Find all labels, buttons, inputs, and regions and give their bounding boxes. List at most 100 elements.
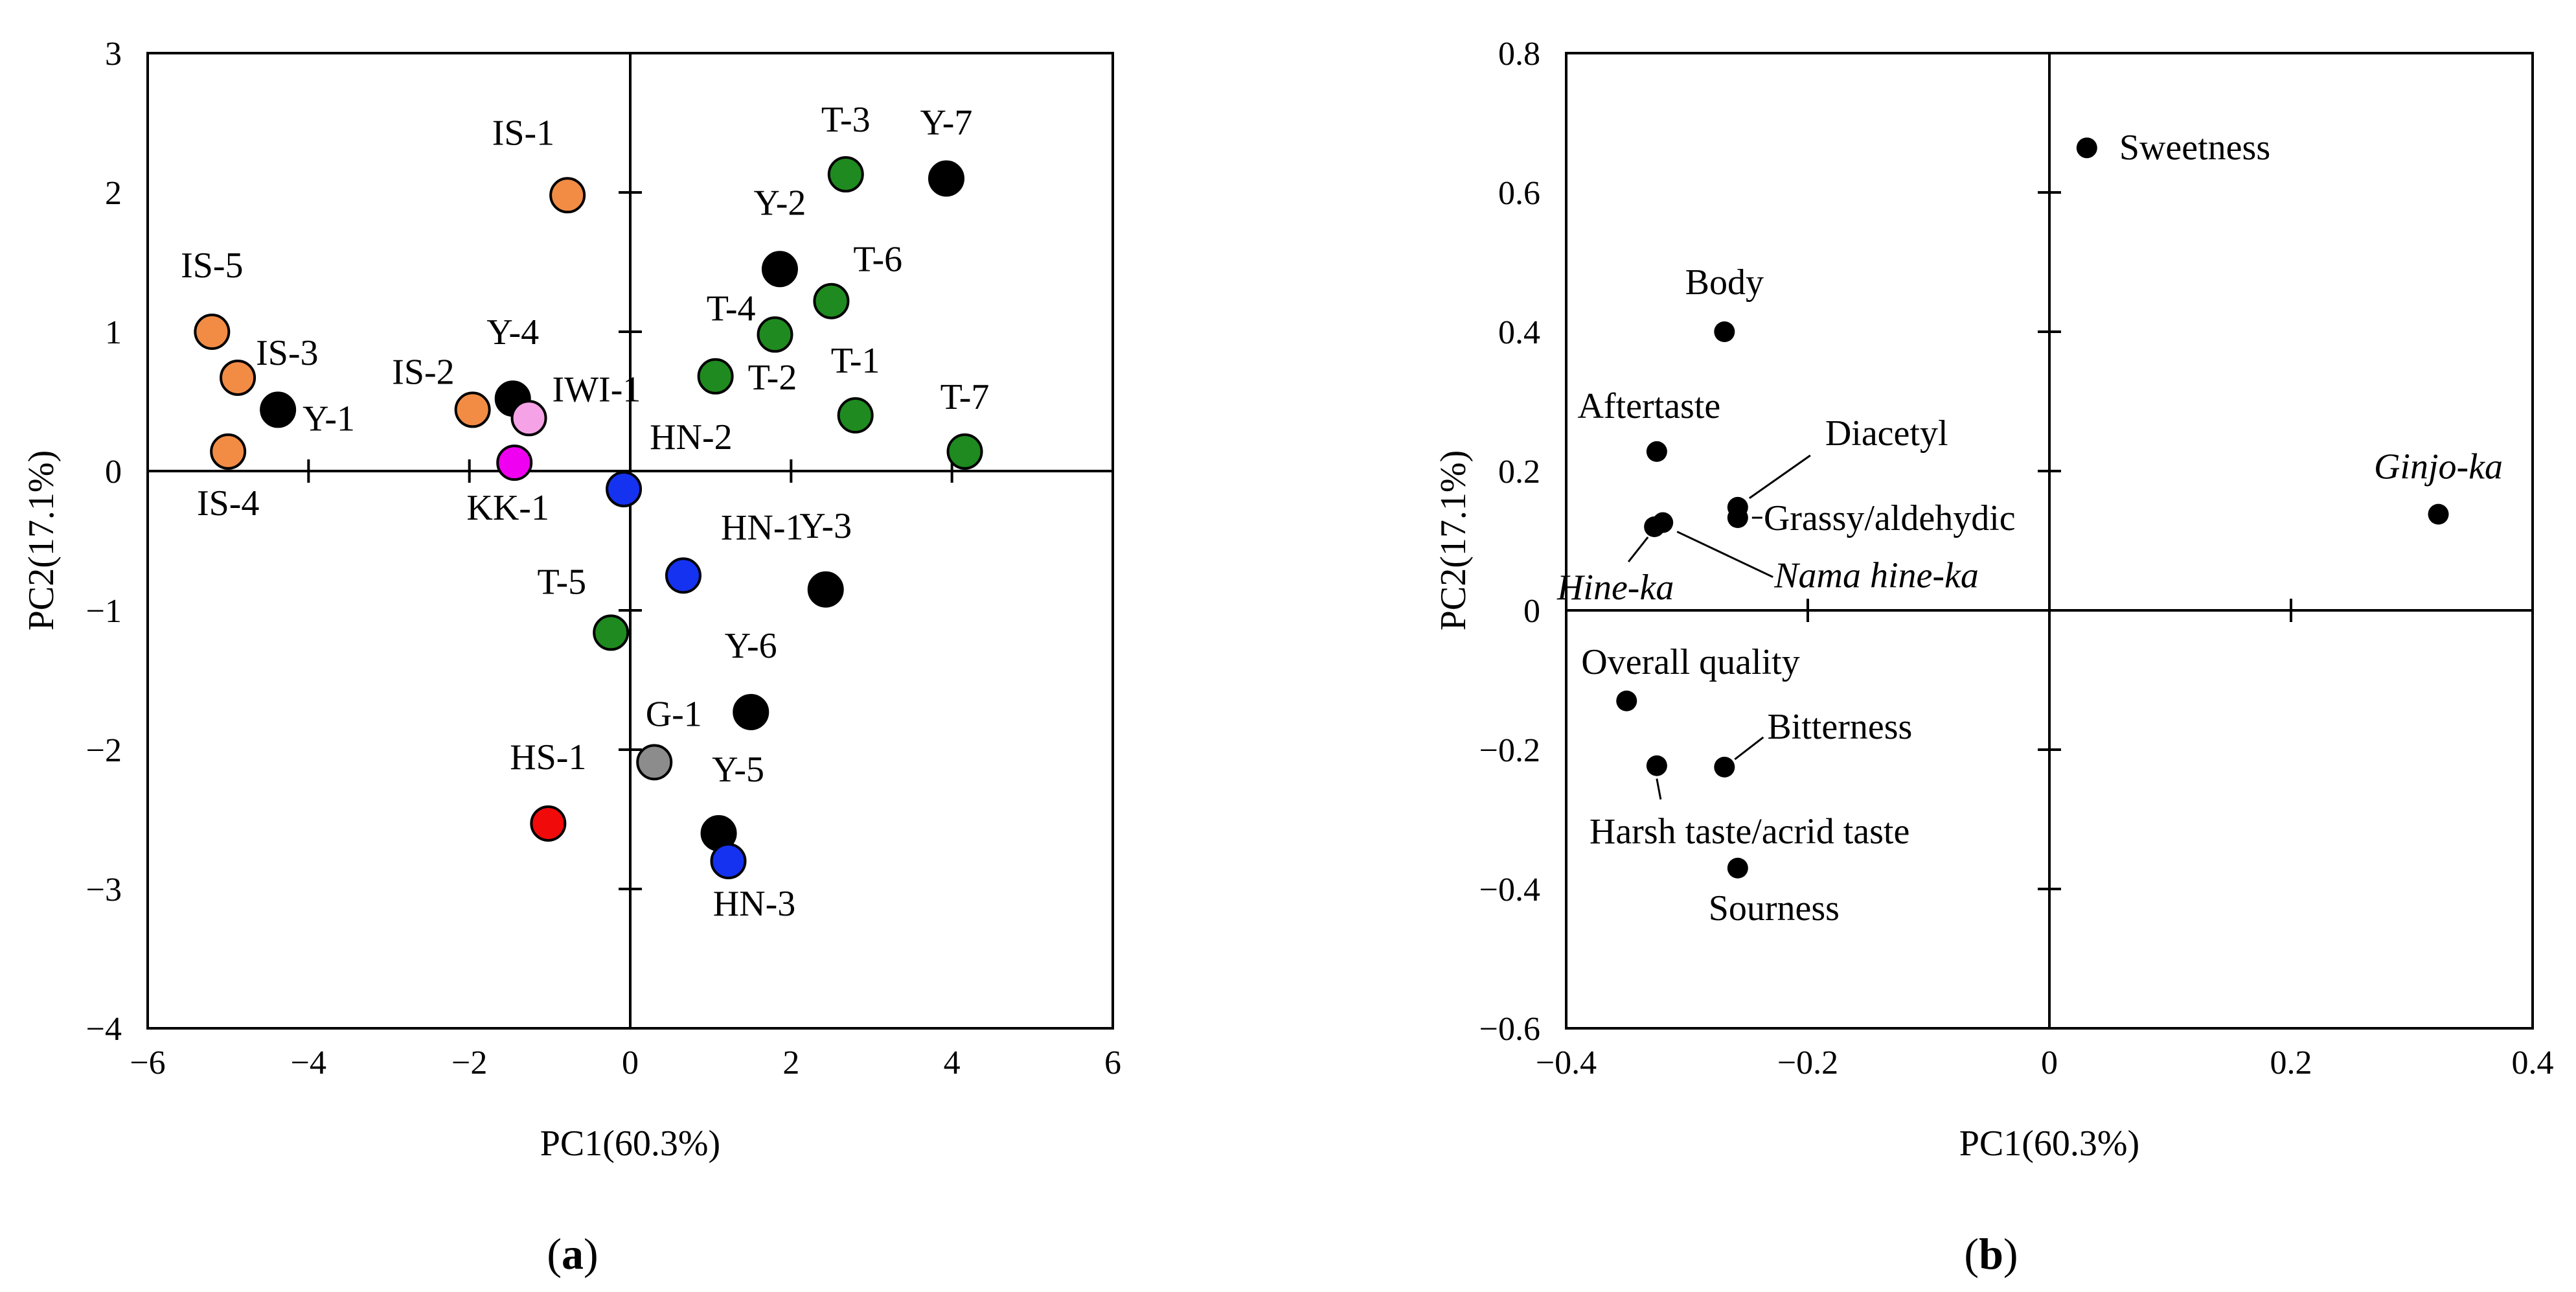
chart-a-label-is-1: IS-1 [492,113,554,153]
chart-a-point-labels: IS-1 IS-2 IS-3 IS-4 IS-5 Y-1 Y-2 Y-3 Y-4 Y-5 Y-6 Y-… [181,100,989,924]
chart-b-point-harsh-taste-acrid-taste [1646,755,1667,776]
chart-b-panel-letter: b [1979,1229,2003,1278]
chart-a-xtick-label: −6 [130,1044,165,1081]
chart-a-ytick-label: −4 [86,1011,122,1048]
chart-a-panel-letter: a [562,1229,584,1278]
chart-a-point-t-1 [837,397,874,433]
chart-a-ytick-label: −3 [86,871,122,908]
chart-b-point-aftertaste [1646,441,1667,462]
chart-a-point-hs-1 [530,805,567,842]
chart-a-point-g-1 [636,744,673,781]
chart-a-label-hn-2: HN-2 [650,417,733,457]
chart-b-ytick-label: 0.6 [1498,175,1540,212]
chart-b-label-overall-quality: Overall quality [1581,642,1799,682]
chart-b-point-labels: Sweetness Body Aftertaste Diacetyl Grassy/al… [1556,128,2503,929]
chart-b-leader-diacetyl [1748,454,1811,500]
chart-a-point-is-1 [549,177,586,214]
chart-a-label-t-2: T-2 [748,358,797,398]
chart-a-label-t-3: T-3 [821,100,871,140]
chart-b-ytick-label: 0 [1523,593,1540,630]
chart-a-label-iwi-1: IWI-1 [553,369,641,410]
chart-a-xtick-label: 2 [782,1044,799,1081]
chart-a-label-t-4: T-4 [707,288,756,329]
chart-b-point-nama-hine-ka [1652,512,1674,533]
chart-b-label-ginjo-ka: Ginjo-ka [2374,447,2503,487]
chart-a-point-y-7 [928,160,964,197]
chart-b-point-grassy-aldehydic [1727,507,1748,529]
chart-a-ytick-label: −2 [86,732,122,769]
chart-a-label-is-3: IS-3 [256,333,318,373]
chart-b-label-aftertaste: Aftertaste [1577,386,1720,426]
chart-b-axes [1566,53,2533,1028]
chart-b-ytick-label: −0.2 [1479,732,1540,769]
chart-a-point-y-6 [733,693,769,730]
chart-b-leader-nama-hine-ka [1676,531,1773,578]
chart-a-axes [148,53,1113,1028]
chart-a-label-y-1: Y-1 [302,398,355,439]
chart-a-ytick-label: 2 [105,175,122,212]
chart-a-label-y-3: Y-3 [799,506,852,546]
chart-a-xtick-label: 6 [1104,1044,1121,1081]
chart-a-ylabel: PC2(17.1%) [21,450,62,630]
chart-a-label-y-6: Y-6 [725,626,777,666]
chart-a-point-is-3 [220,359,256,396]
chart-a-label-t-5: T-5 [537,562,586,602]
chart-a-point-is-5 [194,314,231,350]
chart-b: −0.4 −0.2 0 0.2 0.4−0.6−0.4−0.200.20.40.60.8… [1433,36,2554,1278]
chart-a-panel-label: (a) [547,1229,598,1278]
chart-a-label-is-2: IS-2 [392,352,454,392]
chart-a-point-t-5 [593,614,630,651]
chart-a-point-hn-2 [606,470,643,507]
chart-b-ytick-label: −0.4 [1479,871,1540,908]
chart-a-xtick-label: −2 [451,1044,487,1081]
chart-a-point-y-1 [260,391,297,428]
chart-b-label-sourness: Sourness [1709,888,1840,929]
chart-b-label-hine-ka: Hine-ka [1556,568,1674,608]
chart-b-label-sweetness: Sweetness [2119,128,2270,168]
chart-b-point-body [1714,321,1735,342]
chart-a-label-kk-1: KK-1 [466,488,549,528]
chart-a-label-is-4: IS-4 [197,483,259,524]
chart-a-point-is-2 [454,391,491,428]
chart-a-label-t-6: T-6 [853,240,902,280]
chart-a-ytick-label: −1 [86,593,122,630]
chart-b-label-grassy-aldehydic: Grassy/aldehydic [1764,498,2016,538]
chart-b-xtick-label: 0.4 [2512,1044,2554,1081]
chart-b-point-sourness [1727,857,1748,879]
chart-b-xtick-label: 0.2 [2270,1044,2312,1081]
chart-a-point-hn-1 [665,557,701,594]
chart-b-label-nama-hine-ka: Nama hine-ka [1773,556,1979,596]
chart-a-point-kk-1 [496,444,533,481]
chart-a-point-t-6 [813,283,850,319]
chart-b-panel-label: (b) [1964,1229,2018,1278]
chart-b-xlabel: PC1(60.3%) [1959,1124,2139,1164]
chart-b-leader-lines [1627,454,1811,800]
chart-b-label-bitterness: Bitterness [1767,707,1912,747]
chart-a-ytick-label: 0 [105,454,122,490]
chart-b-ytick-label: 0.4 [1498,314,1540,351]
chart-b-xtick-label: 0 [2041,1044,2058,1081]
chart-a-label-t-1: T-1 [831,341,880,381]
chart-b-label-diacetyl: Diacetyl [1825,413,1948,454]
chart-a-point-t-2 [697,358,734,395]
chart-b-ytick-label: −0.6 [1479,1011,1540,1048]
chart-a-label-y-4: Y-4 [486,312,539,352]
chart-b-point-overall-quality [1616,690,1637,711]
chart-b-label-body: Body [1685,262,1764,303]
chart-a-label-hs-1: HS-1 [510,737,586,778]
chart-a-point-is-4 [210,433,247,470]
chart-a-point-y-3 [807,571,844,608]
chart-b-leader-hine-ka [1627,536,1649,562]
chart-a-xtick-label: 0 [622,1044,639,1081]
chart-a-ytick-label: 1 [105,314,122,351]
chart-b-ylabel: PC2(17.1%) [1433,450,1474,630]
chart-b-leader-bitterness [1734,736,1764,761]
chart-a-point-t-4 [757,316,793,353]
chart-a-label-t-7: T-7 [940,377,990,417]
chart-b-label-harsh-taste-acrid-taste: Harsh taste/acrid taste [1590,812,1909,852]
chart-a-point-t-3 [827,156,864,193]
chart-b-points [1616,137,2449,879]
